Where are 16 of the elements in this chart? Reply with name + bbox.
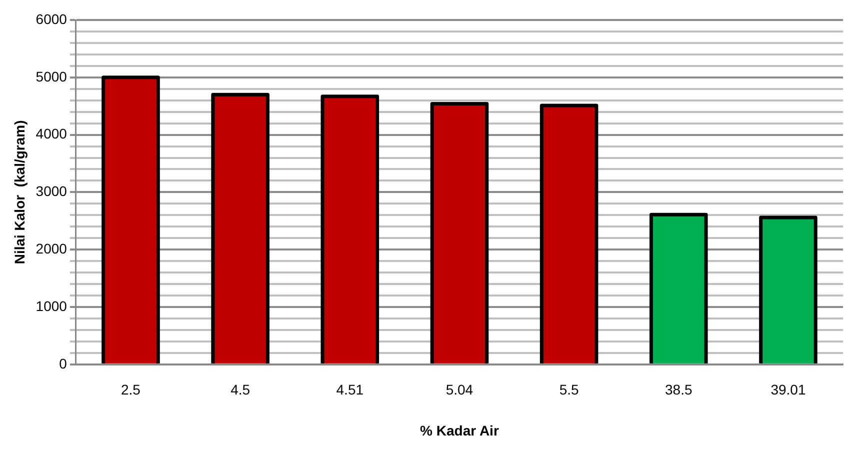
x-axis-title: % Kadar Air bbox=[420, 422, 500, 438]
y-tick-label: 2000 bbox=[36, 240, 68, 256]
x-tick-label: 4.51 bbox=[336, 382, 364, 398]
x-tick-label: 39.01 bbox=[770, 382, 806, 398]
y-tick-label: 4000 bbox=[36, 126, 68, 142]
x-tick-label: 5.5 bbox=[559, 382, 579, 398]
y-tick-label: 3000 bbox=[36, 183, 68, 200]
y-tick-label: 5000 bbox=[36, 68, 68, 84]
y-tick-label: 6000 bbox=[36, 10, 68, 27]
y-tick-label: 0 bbox=[59, 355, 68, 372]
y-axis-title: Nilai Kalor (kal/gram) bbox=[11, 120, 28, 264]
x-tick-label: 4.5 bbox=[230, 382, 250, 398]
x-tick-label: 2.5 bbox=[121, 382, 141, 398]
x-tick-label: 38.5 bbox=[665, 382, 692, 398]
x-tick-label: 5.04 bbox=[446, 382, 474, 398]
y-tick-label: 1000 bbox=[36, 298, 68, 314]
